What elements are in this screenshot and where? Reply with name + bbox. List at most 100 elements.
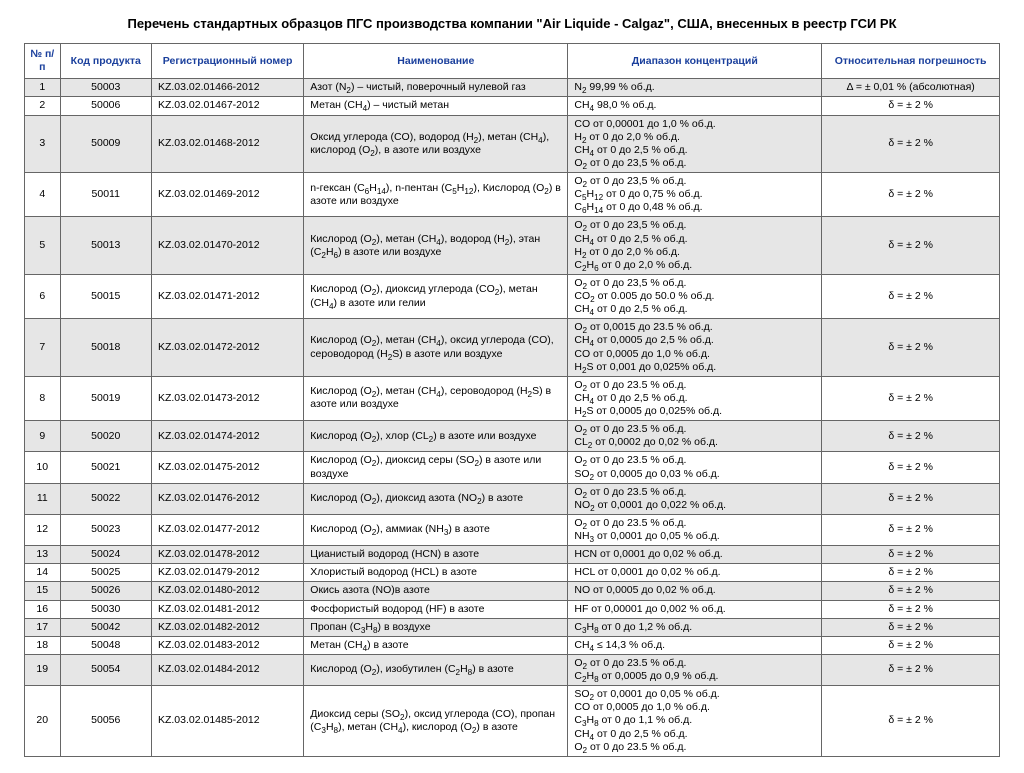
cell-err: δ = ± 2 % bbox=[822, 376, 1000, 420]
table-row: 1250023KZ.03.02.01477-2012Кислород (O2),… bbox=[25, 514, 1000, 545]
cell-reg: KZ.03.02.01485-2012 bbox=[151, 686, 303, 757]
cell-num: 4 bbox=[25, 173, 61, 217]
cell-err: δ = ± 2 % bbox=[822, 274, 1000, 318]
table-row: 1750042KZ.03.02.01482-2012Пропан (C3H8) … bbox=[25, 618, 1000, 636]
table-row: 550013KZ.03.02.01470-2012Кислород (O2), … bbox=[25, 217, 1000, 275]
cell-name: Кислород (O2), аммиак (NH3) в азоте bbox=[304, 514, 568, 545]
cell-err: δ = ± 2 % bbox=[822, 654, 1000, 685]
table-row: 1650030KZ.03.02.01481-2012Фосфористый во… bbox=[25, 600, 1000, 618]
cell-code: 50009 bbox=[60, 115, 151, 173]
cell-code: 50015 bbox=[60, 274, 151, 318]
col-err: Относительная погрешность bbox=[822, 44, 1000, 79]
cell-err: δ = ± 2 % bbox=[822, 483, 1000, 514]
table-row: 1150022KZ.03.02.01476-2012Кислород (O2),… bbox=[25, 483, 1000, 514]
cell-name: Окись азота (NO)в азоте bbox=[304, 582, 568, 600]
cell-code: 50048 bbox=[60, 636, 151, 654]
cell-reg: KZ.03.02.01471-2012 bbox=[151, 274, 303, 318]
cell-code: 50026 bbox=[60, 582, 151, 600]
cell-num: 1 bbox=[25, 79, 61, 97]
table-row: 750018KZ.03.02.01472-2012Кислород (O2), … bbox=[25, 319, 1000, 377]
cell-rng: HCN от 0,0001 до 0,02 % об.д. bbox=[568, 546, 822, 564]
cell-code: 50022 bbox=[60, 483, 151, 514]
cell-code: 50006 bbox=[60, 97, 151, 115]
cell-rng: CH4 ≤ 14,3 % об.д. bbox=[568, 636, 822, 654]
cell-name: n-гексан (C6H14), n-пентан (C5H12), Кисл… bbox=[304, 173, 568, 217]
cell-code: 50024 bbox=[60, 546, 151, 564]
table-row: 1550026KZ.03.02.01480-2012Окись азота (N… bbox=[25, 582, 1000, 600]
cell-num: 8 bbox=[25, 376, 61, 420]
cell-rng: O2 от 0 до 23.5 % об.д.CL2 от 0,0002 до … bbox=[568, 421, 822, 452]
cell-num: 10 bbox=[25, 452, 61, 483]
cell-code: 50023 bbox=[60, 514, 151, 545]
table-body: 150003KZ.03.02.01466-2012Азот (N2) – чис… bbox=[25, 79, 1000, 757]
col-code: Код продукта bbox=[60, 44, 151, 79]
cell-name: Кислород (O2), метан (CH4), сероводород … bbox=[304, 376, 568, 420]
cell-code: 50021 bbox=[60, 452, 151, 483]
cell-err: δ = ± 2 % bbox=[822, 319, 1000, 377]
cell-num: 2 bbox=[25, 97, 61, 115]
cell-num: 15 bbox=[25, 582, 61, 600]
cell-reg: KZ.03.02.01470-2012 bbox=[151, 217, 303, 275]
cell-num: 17 bbox=[25, 618, 61, 636]
cell-num: 20 bbox=[25, 686, 61, 757]
table-row: 350009KZ.03.02.01468-2012Оксид углерода … bbox=[25, 115, 1000, 173]
cell-rng: O2 от 0 до 23,5 % об.д.CO2 от 0.005 до 5… bbox=[568, 274, 822, 318]
cell-num: 18 bbox=[25, 636, 61, 654]
cell-num: 13 bbox=[25, 546, 61, 564]
cell-num: 11 bbox=[25, 483, 61, 514]
cell-err: Δ = ± 0,01 % (абсолютная) bbox=[822, 79, 1000, 97]
cell-name: Метан (CH4) в азоте bbox=[304, 636, 568, 654]
cell-num: 9 bbox=[25, 421, 61, 452]
cell-num: 3 bbox=[25, 115, 61, 173]
cell-rng: C3H8 от 0 до 1,2 % об.д. bbox=[568, 618, 822, 636]
table-header-row: № п/п Код продукта Регистрационный номер… bbox=[25, 44, 1000, 79]
cell-rng: O2 от 0 до 23.5 % об.д.SO2 от 0,0005 до … bbox=[568, 452, 822, 483]
cell-err: δ = ± 2 % bbox=[822, 97, 1000, 115]
cell-reg: KZ.03.02.01469-2012 bbox=[151, 173, 303, 217]
table-row: 1850048KZ.03.02.01483-2012Метан (CH4) в … bbox=[25, 636, 1000, 654]
cell-reg: KZ.03.02.01474-2012 bbox=[151, 421, 303, 452]
cell-err: δ = ± 2 % bbox=[822, 514, 1000, 545]
cell-rng: O2 от 0 до 23.5 % об.д.NO2 от 0,0001 до … bbox=[568, 483, 822, 514]
cell-code: 50025 bbox=[60, 564, 151, 582]
cell-rng: O2 от 0 до 23.5 % об.д.NH3 от 0,0001 до … bbox=[568, 514, 822, 545]
table-row: 650015KZ.03.02.01471-2012Кислород (O2), … bbox=[25, 274, 1000, 318]
cell-rng: O2 от 0 до 23.5 % об.д.CH4 от 0 до 2,5 %… bbox=[568, 376, 822, 420]
cell-num: 16 bbox=[25, 600, 61, 618]
cell-rng: NO от 0,0005 до 0,02 % об.д. bbox=[568, 582, 822, 600]
cell-name: Цианистый водород (HCN) в азоте bbox=[304, 546, 568, 564]
cell-num: 5 bbox=[25, 217, 61, 275]
cell-num: 14 bbox=[25, 564, 61, 582]
col-name: Наименование bbox=[304, 44, 568, 79]
cell-err: δ = ± 2 % bbox=[822, 600, 1000, 618]
cell-code: 50019 bbox=[60, 376, 151, 420]
table-row: 250006KZ.03.02.01467-2012Метан (CH4) – ч… bbox=[25, 97, 1000, 115]
cell-name: Оксид углерода (CO), водород (H2), метан… bbox=[304, 115, 568, 173]
col-rng: Диапазон концентраций bbox=[568, 44, 822, 79]
cell-rng: SO2 от 0,0001 до 0,05 % об.д.CO от 0,000… bbox=[568, 686, 822, 757]
cell-name: Пропан (C3H8) в воздухе bbox=[304, 618, 568, 636]
cell-name: Кислород (O2), диоксид серы (SO2) в азот… bbox=[304, 452, 568, 483]
cell-name: Фосфористый водород (HF) в азоте bbox=[304, 600, 568, 618]
cell-reg: KZ.03.02.01484-2012 bbox=[151, 654, 303, 685]
cell-num: 6 bbox=[25, 274, 61, 318]
cell-err: δ = ± 2 % bbox=[822, 217, 1000, 275]
cell-reg: KZ.03.02.01475-2012 bbox=[151, 452, 303, 483]
cell-name: Метан (CH4) – чистый метан bbox=[304, 97, 568, 115]
cell-code: 50056 bbox=[60, 686, 151, 757]
cell-num: 7 bbox=[25, 319, 61, 377]
cell-reg: KZ.03.02.01483-2012 bbox=[151, 636, 303, 654]
table-row: 450011KZ.03.02.01469-2012n-гексан (C6H14… bbox=[25, 173, 1000, 217]
cell-code: 50020 bbox=[60, 421, 151, 452]
cell-reg: KZ.03.02.01473-2012 bbox=[151, 376, 303, 420]
cell-err: δ = ± 2 % bbox=[822, 421, 1000, 452]
cell-num: 19 bbox=[25, 654, 61, 685]
cell-rng: O2 от 0,0015 до 23.5 % об.д.CH4 от 0,000… bbox=[568, 319, 822, 377]
cell-rng: O2 от 0 до 23,5 % об.д.CH4 от 0 до 2,5 %… bbox=[568, 217, 822, 275]
cell-err: δ = ± 2 % bbox=[822, 636, 1000, 654]
cell-rng: O2 от 0 до 23.5 % об.д.C2H8 от 0,0005 до… bbox=[568, 654, 822, 685]
cell-code: 50003 bbox=[60, 79, 151, 97]
cell-name: Кислород (O2), метан (CH4), водород (H2)… bbox=[304, 217, 568, 275]
cell-name: Кислород (O2), метан (CH4), оксид углеро… bbox=[304, 319, 568, 377]
standards-table: № п/п Код продукта Регистрационный номер… bbox=[24, 43, 1000, 757]
